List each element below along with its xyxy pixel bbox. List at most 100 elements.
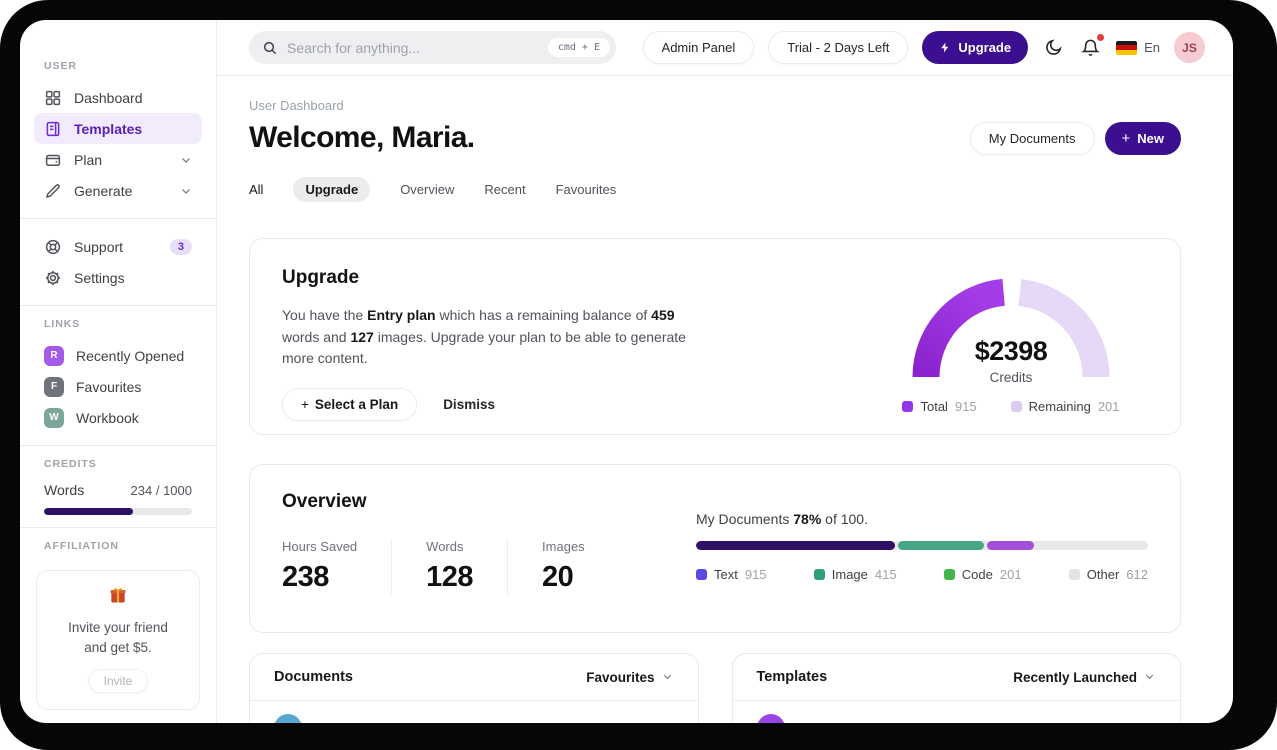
trial-status-button[interactable]: Trial - 2 Days Left	[768, 31, 909, 64]
affiliation-text-line2: and get $5.	[84, 639, 152, 655]
tab-all[interactable]: All	[249, 182, 264, 197]
stat-label: Hours Saved	[282, 539, 358, 554]
divider	[20, 218, 216, 219]
plan-name: Entry plan	[367, 307, 436, 323]
invite-button[interactable]: Invite	[87, 669, 149, 694]
dark-mode-button[interactable]	[1042, 36, 1065, 59]
templates-icon	[44, 120, 62, 138]
sidebar-item-generate[interactable]: Generate	[34, 175, 202, 206]
wallet-icon	[44, 151, 62, 169]
sidebar-item-dashboard[interactable]: Dashboard	[34, 82, 202, 113]
template-row[interactable]: Blog Post Title in Workbook	[733, 701, 1181, 723]
divider	[20, 527, 216, 528]
chevron-down-icon	[1144, 671, 1156, 683]
body-text: images. Upgrade your plan to be able to …	[282, 328, 686, 367]
legend-item-code: Code 201	[943, 567, 1022, 582]
sidebar-item-label: Generate	[74, 182, 133, 199]
upgrade-button[interactable]: Upgrade	[922, 31, 1029, 64]
templates-card: Templates Recently Launched Blog Post Ti…	[731, 653, 1181, 723]
sidebar-link-label: Favourites	[76, 378, 142, 395]
lightning-icon	[939, 41, 951, 54]
upgrade-card: Upgrade You have the Entry plan which ha…	[249, 238, 1181, 435]
plus-icon: +	[1121, 129, 1131, 147]
document-row[interactable]: Untitled Document in Workbook	[250, 701, 698, 723]
legend-value: 612	[1126, 567, 1148, 582]
divider	[732, 700, 1180, 701]
link-initial-badge: F	[44, 376, 64, 397]
admin-panel-button[interactable]: Admin Panel	[642, 31, 755, 64]
templates-card-title: Templates	[756, 669, 828, 685]
legend-item-text: Text 915	[696, 567, 767, 582]
bar-segment-image	[897, 541, 984, 550]
sidebar-link-workbook[interactable]: W Workbook	[34, 402, 202, 433]
tab-recent[interactable]: Recent	[484, 182, 526, 197]
sidebar-item-support[interactable]: Support 3	[34, 231, 202, 262]
legend-value: 201	[1097, 399, 1120, 414]
legend-label: Other	[1086, 567, 1120, 582]
user-avatar[interactable]: JS	[1174, 32, 1205, 63]
overview-card-title: Overview	[282, 491, 367, 512]
documents-filter-dropdown[interactable]: Favourites	[586, 670, 673, 685]
dismiss-button[interactable]: Dismiss	[443, 397, 495, 413]
legend-label: Total	[920, 399, 948, 414]
overview-left: Overview Hours Saved 238 Words 128	[282, 491, 653, 606]
tab-bar: All Upgrade Overview Recent Favourites	[249, 177, 1181, 202]
legend-item-image: Image 415	[813, 567, 897, 582]
legend-item-other: Other 612	[1068, 567, 1148, 582]
sidebar-link-label: Recently Opened	[76, 347, 185, 364]
search-input[interactable]	[287, 39, 539, 56]
search-shortcut-badge: cmd + E	[547, 38, 610, 57]
affiliation-text-line1: Invite your friend	[68, 620, 168, 635]
legend-value: 415	[874, 567, 897, 582]
sidebar-item-label: Dashboard	[74, 89, 143, 106]
stat-label: Images	[542, 539, 585, 554]
upgrade-card-title: Upgrade	[282, 267, 360, 288]
legend-swatch	[696, 569, 707, 580]
topbar-actions: Admin Panel Trial - 2 Days Left Upgrade	[642, 31, 1205, 64]
body-text: words and	[282, 328, 351, 345]
support-count-badge: 3	[169, 238, 192, 255]
sidebar-link-favourites[interactable]: F Favourites	[34, 371, 202, 402]
templates-filter-dropdown[interactable]: Recently Launched	[1013, 670, 1156, 685]
sidebar-item-settings[interactable]: Settings	[34, 262, 202, 293]
words-balance: 459	[651, 307, 675, 323]
documents-card: Documents Favourites Untitled Document i…	[249, 653, 699, 723]
search-icon	[262, 40, 278, 56]
tab-upgrade[interactable]: Upgrade	[293, 177, 371, 202]
sidebar-link-recently-opened[interactable]: R Recently Opened	[34, 340, 202, 371]
template-avatar	[756, 714, 785, 723]
bar-segment-code	[986, 541, 1035, 550]
body-text: which has a remaining balance of	[435, 307, 652, 323]
stat-value: 128	[426, 561, 474, 593]
progress-prefix: My Documents	[696, 511, 794, 527]
link-initial-badge: R	[44, 345, 64, 366]
plus-icon	[301, 397, 315, 412]
upgrade-card-actions: Select a Plan Dismiss	[282, 388, 1148, 422]
new-button[interactable]: + New	[1104, 121, 1181, 155]
legend-label: Text	[714, 567, 738, 582]
credits-words-row: Words 234 / 1000	[34, 482, 202, 498]
gear-icon	[44, 269, 62, 287]
notifications-button[interactable]	[1079, 34, 1105, 59]
sidebar-item-plan[interactable]: Plan	[34, 144, 202, 175]
tab-overview[interactable]: Overview	[400, 182, 455, 197]
bell-icon	[1081, 38, 1101, 57]
sidebar-item-templates[interactable]: Templates	[34, 113, 202, 144]
upgrade-button-label: Upgrade	[958, 40, 1012, 55]
language-switcher[interactable]: En	[1116, 40, 1160, 55]
stacked-bar	[696, 541, 1148, 550]
gauge-value: $2398	[974, 336, 1048, 366]
credits-progress-bar	[44, 508, 192, 515]
my-documents-button[interactable]: My Documents	[969, 121, 1095, 155]
sidebar-item-label: Support	[74, 238, 124, 255]
legend-value: 915	[954, 399, 977, 414]
select-plan-button[interactable]: Select a Plan	[282, 388, 418, 422]
tab-favourites[interactable]: Favourites	[555, 182, 617, 197]
grid-icon	[44, 89, 62, 107]
german-flag-icon	[1116, 40, 1138, 55]
chevron-down-icon	[180, 154, 192, 166]
search-bar[interactable]: cmd + E	[249, 31, 616, 64]
sidebar-link-label: Workbook	[76, 409, 139, 426]
sidebar-section-links-label: LINKS	[44, 318, 81, 330]
